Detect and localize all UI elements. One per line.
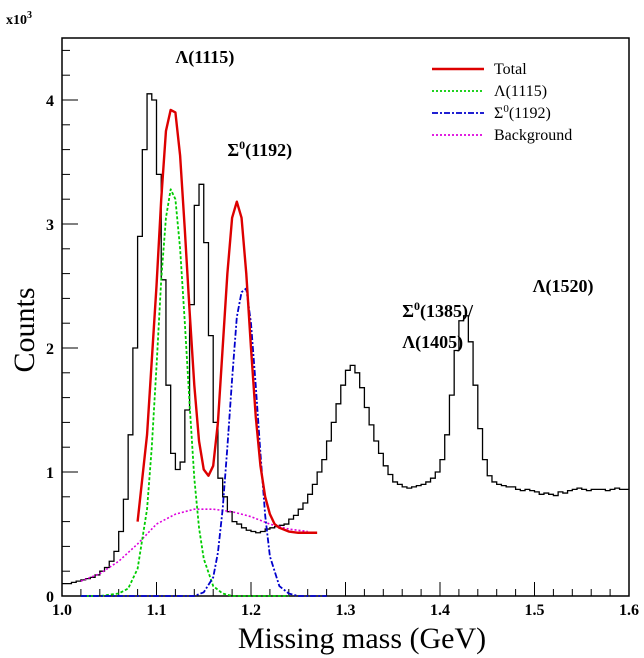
annotations: Λ(1115)Σ0(1192)Σ0(1385)/Λ(1405)Λ(1520) <box>175 47 593 353</box>
peak-label-tail: ) <box>457 332 463 353</box>
curve-background <box>80 508 308 582</box>
x-axis: 1.0 1.1 1.2 1.3 1.4 1.5 1.6 <box>52 582 639 619</box>
peak-label-base: Σ <box>402 301 414 321</box>
peak-label-base: Σ <box>227 140 239 160</box>
y-multiplier-exponent: 3 <box>27 10 32 21</box>
peak-label-mass: 1520 <box>552 276 588 296</box>
peak-label: Λ(1115) <box>175 47 234 68</box>
x-axis-title: Missing mass (GeV) <box>238 622 486 655</box>
y-axis: 0 1 2 3 4 <box>46 49 78 606</box>
y-tick-label: 4 <box>46 93 54 110</box>
x-tick-label: 1.1 <box>147 602 167 619</box>
curve-total <box>136 108 318 534</box>
x-tick-label: 1.5 <box>525 602 545 619</box>
peak-label-tail: ) <box>228 47 234 68</box>
curve-sigma1192 <box>80 287 327 597</box>
legend-label: Background <box>494 127 572 144</box>
curve-lambda1115 <box>80 188 289 597</box>
y-tick-label: 3 <box>46 217 54 234</box>
peak-label: Λ(1405) <box>402 332 463 353</box>
peak-label: Λ(1520) <box>533 276 594 297</box>
peak-label-base: Λ( <box>402 332 421 353</box>
y-tick-label: 1 <box>46 465 54 482</box>
legend-label: Σ0(1192) <box>494 103 551 122</box>
y-tick-label: 0 <box>46 589 54 606</box>
peak-label-mass: (1192) <box>245 140 292 161</box>
legend-label: Λ(1115) <box>494 83 547 100</box>
y-axis-title: Counts <box>8 287 41 372</box>
peak-label-tail: ) <box>588 276 594 297</box>
peak-label-mass: 1405 <box>421 332 457 352</box>
legend-label-sup: 0 <box>503 103 509 115</box>
peak-label: Σ0(1385)/ <box>402 299 474 322</box>
x-tick-label: 1.2 <box>241 602 261 619</box>
x-tick-label: 1.4 <box>430 602 450 619</box>
legend: Total Λ(1115) Σ0(1192) Background <box>432 61 572 144</box>
legend-label-rest: (1192) <box>509 105 551 122</box>
peak-label-mass: 1115 <box>194 47 228 67</box>
legend-label: Total <box>494 61 527 78</box>
data-histogram <box>62 93 629 585</box>
curves <box>62 93 629 597</box>
peak-label-base: Λ( <box>533 276 552 297</box>
peak-label-sup: 0 <box>239 138 245 152</box>
x-tick-label: 1.3 <box>336 602 356 619</box>
legend-label-base: Σ <box>494 105 503 122</box>
peak-label-base: Λ( <box>175 47 194 68</box>
y-tick-label: 2 <box>46 341 54 358</box>
x-tick-label: 1.6 <box>619 602 639 619</box>
peak-label-mass: (1385)/ <box>420 301 474 322</box>
peak-label: Σ0(1192) <box>227 138 292 161</box>
peak-label-sup: 0 <box>414 299 420 313</box>
x-tick-label: 1.0 <box>52 602 72 619</box>
y-multiplier: x103 <box>6 10 32 28</box>
